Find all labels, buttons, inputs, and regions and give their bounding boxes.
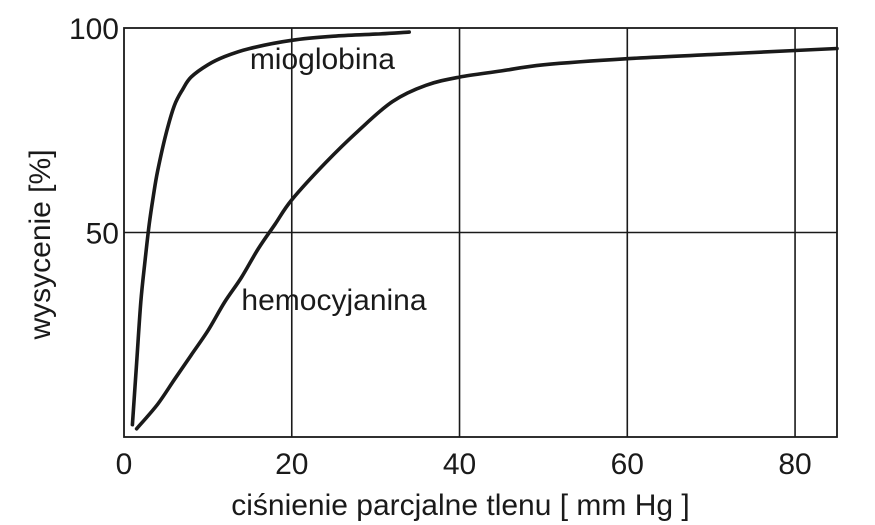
- curve-label-hemocyjanina: hemocyjanina: [241, 284, 426, 317]
- y-tick-label: 100: [69, 13, 119, 46]
- x-tick-labels: 0 20 40 60 80: [116, 448, 812, 481]
- x-axis-title: ciśnienie parcjalne tlenu [ mm Hg ]: [231, 489, 690, 522]
- x-tick-label: 0: [116, 448, 133, 481]
- series-layer: [130, 30, 839, 431]
- series-line-hemocyjanina: [134, 46, 839, 431]
- gridlines: [124, 28, 837, 437]
- x-tick-label: 80: [778, 448, 811, 481]
- y-tick-label: 50: [86, 218, 119, 251]
- x-tick-label: 60: [611, 448, 644, 481]
- y-axis-title: wysycenie [%]: [24, 149, 57, 340]
- x-tick-label: 40: [443, 448, 476, 481]
- curve-label-mioglobina: mioglobina: [250, 43, 395, 76]
- curve-labels: mioglobina hemocyjanina: [241, 43, 426, 317]
- x-tick-label: 20: [275, 448, 308, 481]
- series-line-mioglobina: [130, 30, 411, 427]
- y-tick-labels: 50 100: [69, 13, 119, 251]
- plot-frame: [123, 27, 838, 438]
